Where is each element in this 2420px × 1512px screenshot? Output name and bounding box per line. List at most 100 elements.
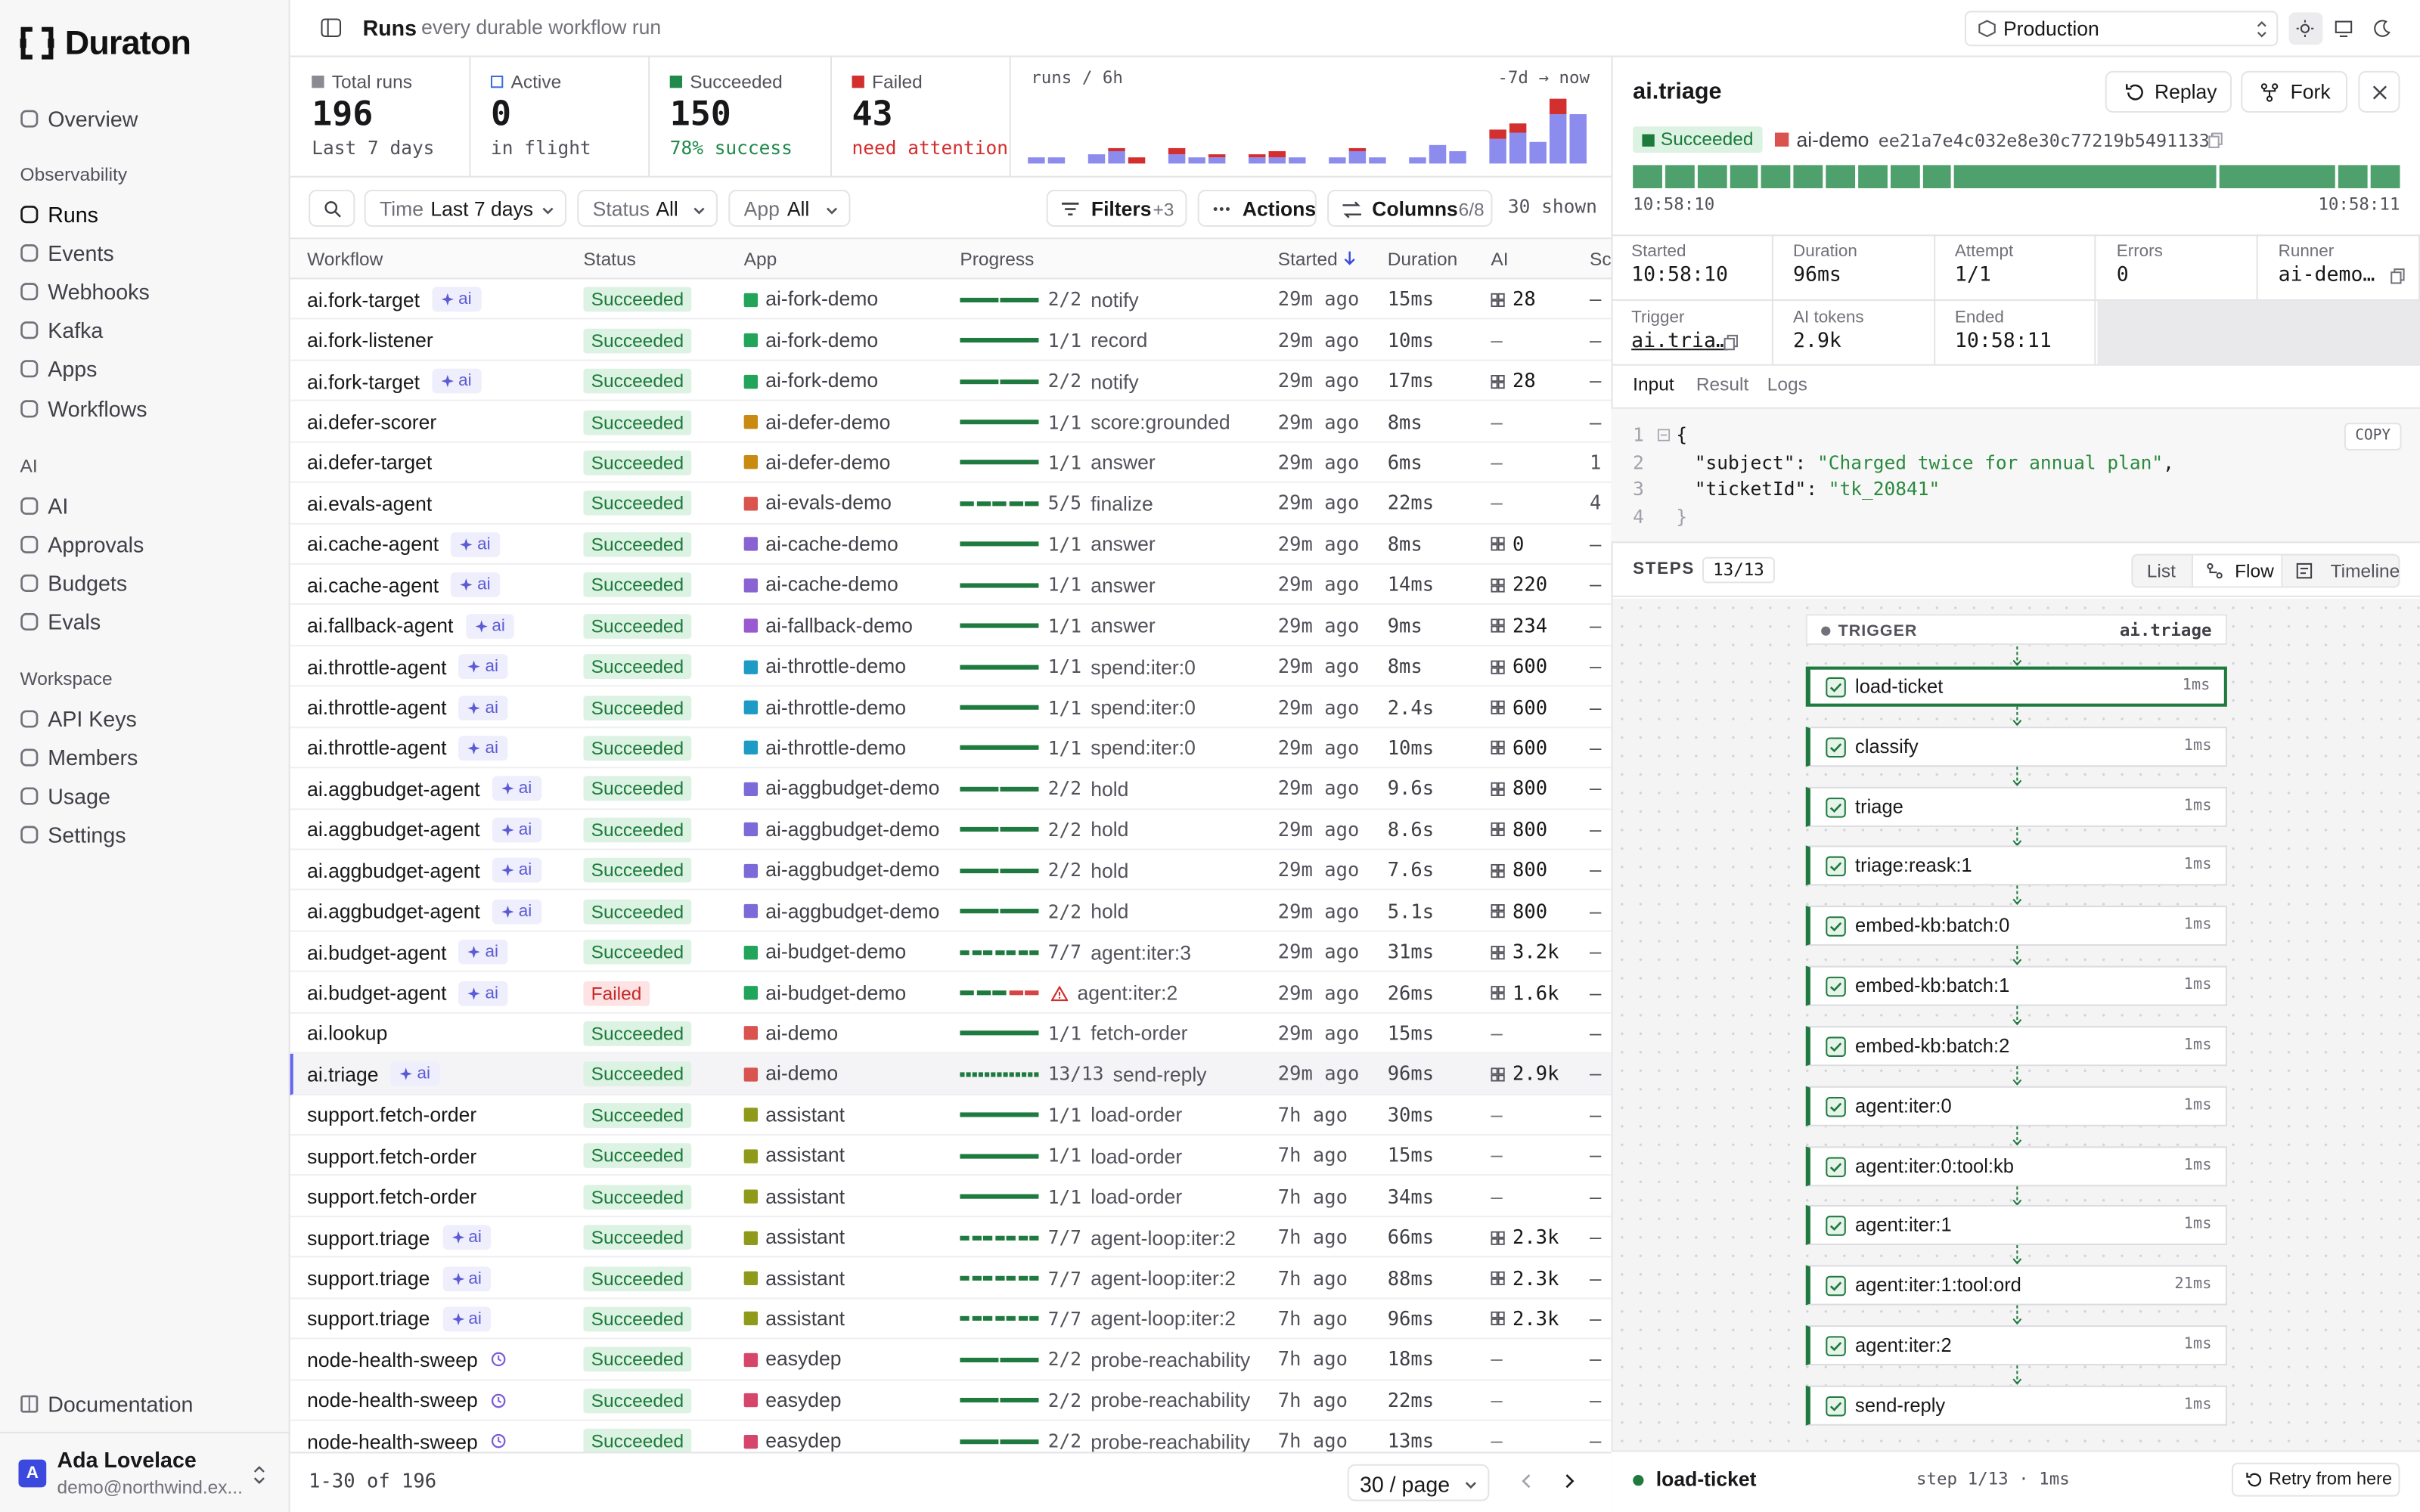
column-header[interactable]: Started — [1277, 248, 1338, 271]
nav-item[interactable]: API Keys — [48, 706, 137, 731]
nav-item[interactable]: Webhooks — [48, 279, 150, 305]
actions-button[interactable]: Actions — [1197, 190, 1317, 227]
sidebar-toggle[interactable] — [321, 18, 342, 37]
step-node[interactable]: agent:iter:1 1ms — [1805, 1205, 2227, 1246]
docs-link[interactable]: Documentation — [48, 1391, 194, 1417]
detail-tab[interactable]: Logs — [1767, 373, 1807, 395]
step-node[interactable]: triage:reask:1 1ms — [1805, 846, 2227, 887]
step-node[interactable]: send-reply 1ms — [1805, 1385, 2227, 1426]
table-row[interactable] — [290, 524, 1612, 565]
step-node[interactable]: embed-kb:batch:1 1ms — [1805, 965, 2227, 1006]
environment-select[interactable]: Production — [1964, 11, 2279, 47]
table-row[interactable] — [290, 606, 1612, 646]
nav-item[interactable]: Evals — [48, 609, 101, 634]
table-row[interactable] — [290, 1258, 1612, 1299]
user-menu-icon[interactable] — [253, 1466, 265, 1484]
column-header[interactable]: Workflow — [307, 248, 383, 271]
step-node[interactable]: triage 1ms — [1805, 786, 2227, 827]
status-filter[interactable]: Status All — [577, 190, 718, 227]
step-node[interactable]: embed-kb:batch:2 1ms — [1805, 1026, 2227, 1067]
view-button[interactable]: List — [2133, 556, 2192, 587]
table-row[interactable] — [290, 1013, 1612, 1055]
app-filter[interactable]: App All — [728, 190, 851, 227]
table-row[interactable] — [290, 931, 1612, 973]
prev-page[interactable] — [1522, 1473, 1531, 1489]
nav-item[interactable]: Budgets — [48, 570, 128, 596]
step-node[interactable]: load-ticket 1ms — [1805, 666, 2227, 707]
step-name: load-order — [1091, 1185, 1183, 1209]
table-row[interactable] — [290, 279, 1612, 321]
nav-item[interactable]: Usage — [48, 783, 110, 809]
action-button[interactable]: Replay — [2105, 70, 2232, 113]
table-row[interactable] — [290, 891, 1612, 932]
table-row[interactable] — [290, 1095, 1612, 1136]
table-row[interactable] — [290, 1054, 1612, 1095]
time-filter[interactable]: Time Last 7 days — [364, 190, 566, 227]
nav-item[interactable]: Kafka — [48, 318, 104, 343]
table-row[interactable] — [290, 483, 1612, 524]
copy-button[interactable]: COPY — [2344, 423, 2402, 451]
table-row[interactable] — [290, 442, 1612, 484]
table-row[interactable] — [290, 687, 1612, 728]
table-row[interactable] — [290, 850, 1612, 891]
step-node[interactable]: agent:iter:2 1ms — [1805, 1325, 2227, 1366]
page-size-select[interactable]: 30 / page — [1347, 1464, 1490, 1501]
table-row[interactable] — [290, 1340, 1612, 1380]
table-row[interactable] — [290, 810, 1612, 850]
view-button[interactable]: Flow — [2191, 555, 2283, 587]
next-page[interactable] — [1565, 1473, 1575, 1489]
step-node[interactable]: agent:iter:0 1ms — [1805, 1086, 2227, 1126]
nav-item[interactable]: Workflows — [48, 395, 147, 421]
column-header[interactable]: App — [743, 248, 777, 271]
table-row[interactable] — [290, 646, 1612, 687]
step-node[interactable]: embed-kb:batch:0 1ms — [1805, 906, 2227, 947]
table-row[interactable] — [290, 1217, 1612, 1258]
column-header[interactable]: Sc — [1590, 248, 1612, 271]
table-row[interactable] — [290, 769, 1612, 810]
copy-icon[interactable] — [2391, 268, 2405, 284]
column-header[interactable]: Duration — [1387, 248, 1458, 271]
nav-item[interactable]: Apps — [48, 357, 98, 382]
nav-item[interactable]: Events — [48, 240, 114, 266]
columns-button[interactable]: Columns 6/8 — [1327, 190, 1493, 227]
step-node[interactable]: classify 1ms — [1805, 726, 2227, 767]
ai-badge-label: ai — [492, 616, 505, 636]
table-row[interactable] — [290, 728, 1612, 769]
step-node[interactable]: agent:iter:1:tool:ord 21ms — [1805, 1266, 2227, 1306]
user-name[interactable]: Ada Lovelace — [57, 1447, 197, 1472]
field-value[interactable]: ai.tria… — [1631, 329, 1728, 353]
nav-item[interactable]: Overview — [48, 106, 138, 132]
table-row[interactable] — [290, 1136, 1612, 1176]
nav-item[interactable]: Settings — [48, 822, 126, 847]
retry-button[interactable]: Retry from here — [2232, 1462, 2400, 1497]
column-header[interactable]: AI — [1491, 248, 1509, 271]
theme-button[interactable] — [2366, 12, 2400, 45]
action-button[interactable]: Fork — [2241, 70, 2348, 113]
nav-item[interactable]: Approvals — [48, 531, 144, 556]
table-row[interactable] — [290, 565, 1612, 606]
table-row[interactable] — [290, 401, 1612, 443]
step-node[interactable]: agent:iter:0:tool:kb 1ms — [1805, 1145, 2227, 1186]
close-button[interactable] — [2358, 70, 2400, 113]
table-row[interactable] — [290, 320, 1612, 361]
filters-button[interactable]: Filters +3 — [1046, 190, 1187, 227]
table-row[interactable] — [290, 361, 1612, 402]
theme-button[interactable] — [2328, 12, 2362, 45]
nav-item[interactable]: Members — [48, 745, 138, 770]
table-row[interactable] — [290, 1176, 1612, 1217]
detail-tab[interactable]: Input — [1633, 373, 1674, 395]
detail-tab[interactable]: Result — [1696, 373, 1749, 395]
column-header[interactable]: Progress — [960, 248, 1035, 271]
copy-icon[interactable] — [2208, 132, 2223, 148]
copy-icon[interactable] — [1723, 333, 1738, 350]
view-button[interactable]: Timeline — [2282, 556, 2400, 587]
ai-badge-label: ai — [468, 1269, 482, 1288]
table-row[interactable] — [290, 1299, 1612, 1340]
search-button[interactable] — [309, 190, 355, 227]
table-row[interactable] — [290, 972, 1612, 1014]
table-row[interactable] — [290, 1380, 1612, 1421]
column-header[interactable]: Status — [583, 248, 636, 271]
nav-item[interactable]: Runs — [48, 202, 98, 227]
theme-button[interactable] — [2288, 12, 2323, 45]
nav-item[interactable]: AI — [48, 493, 69, 518]
